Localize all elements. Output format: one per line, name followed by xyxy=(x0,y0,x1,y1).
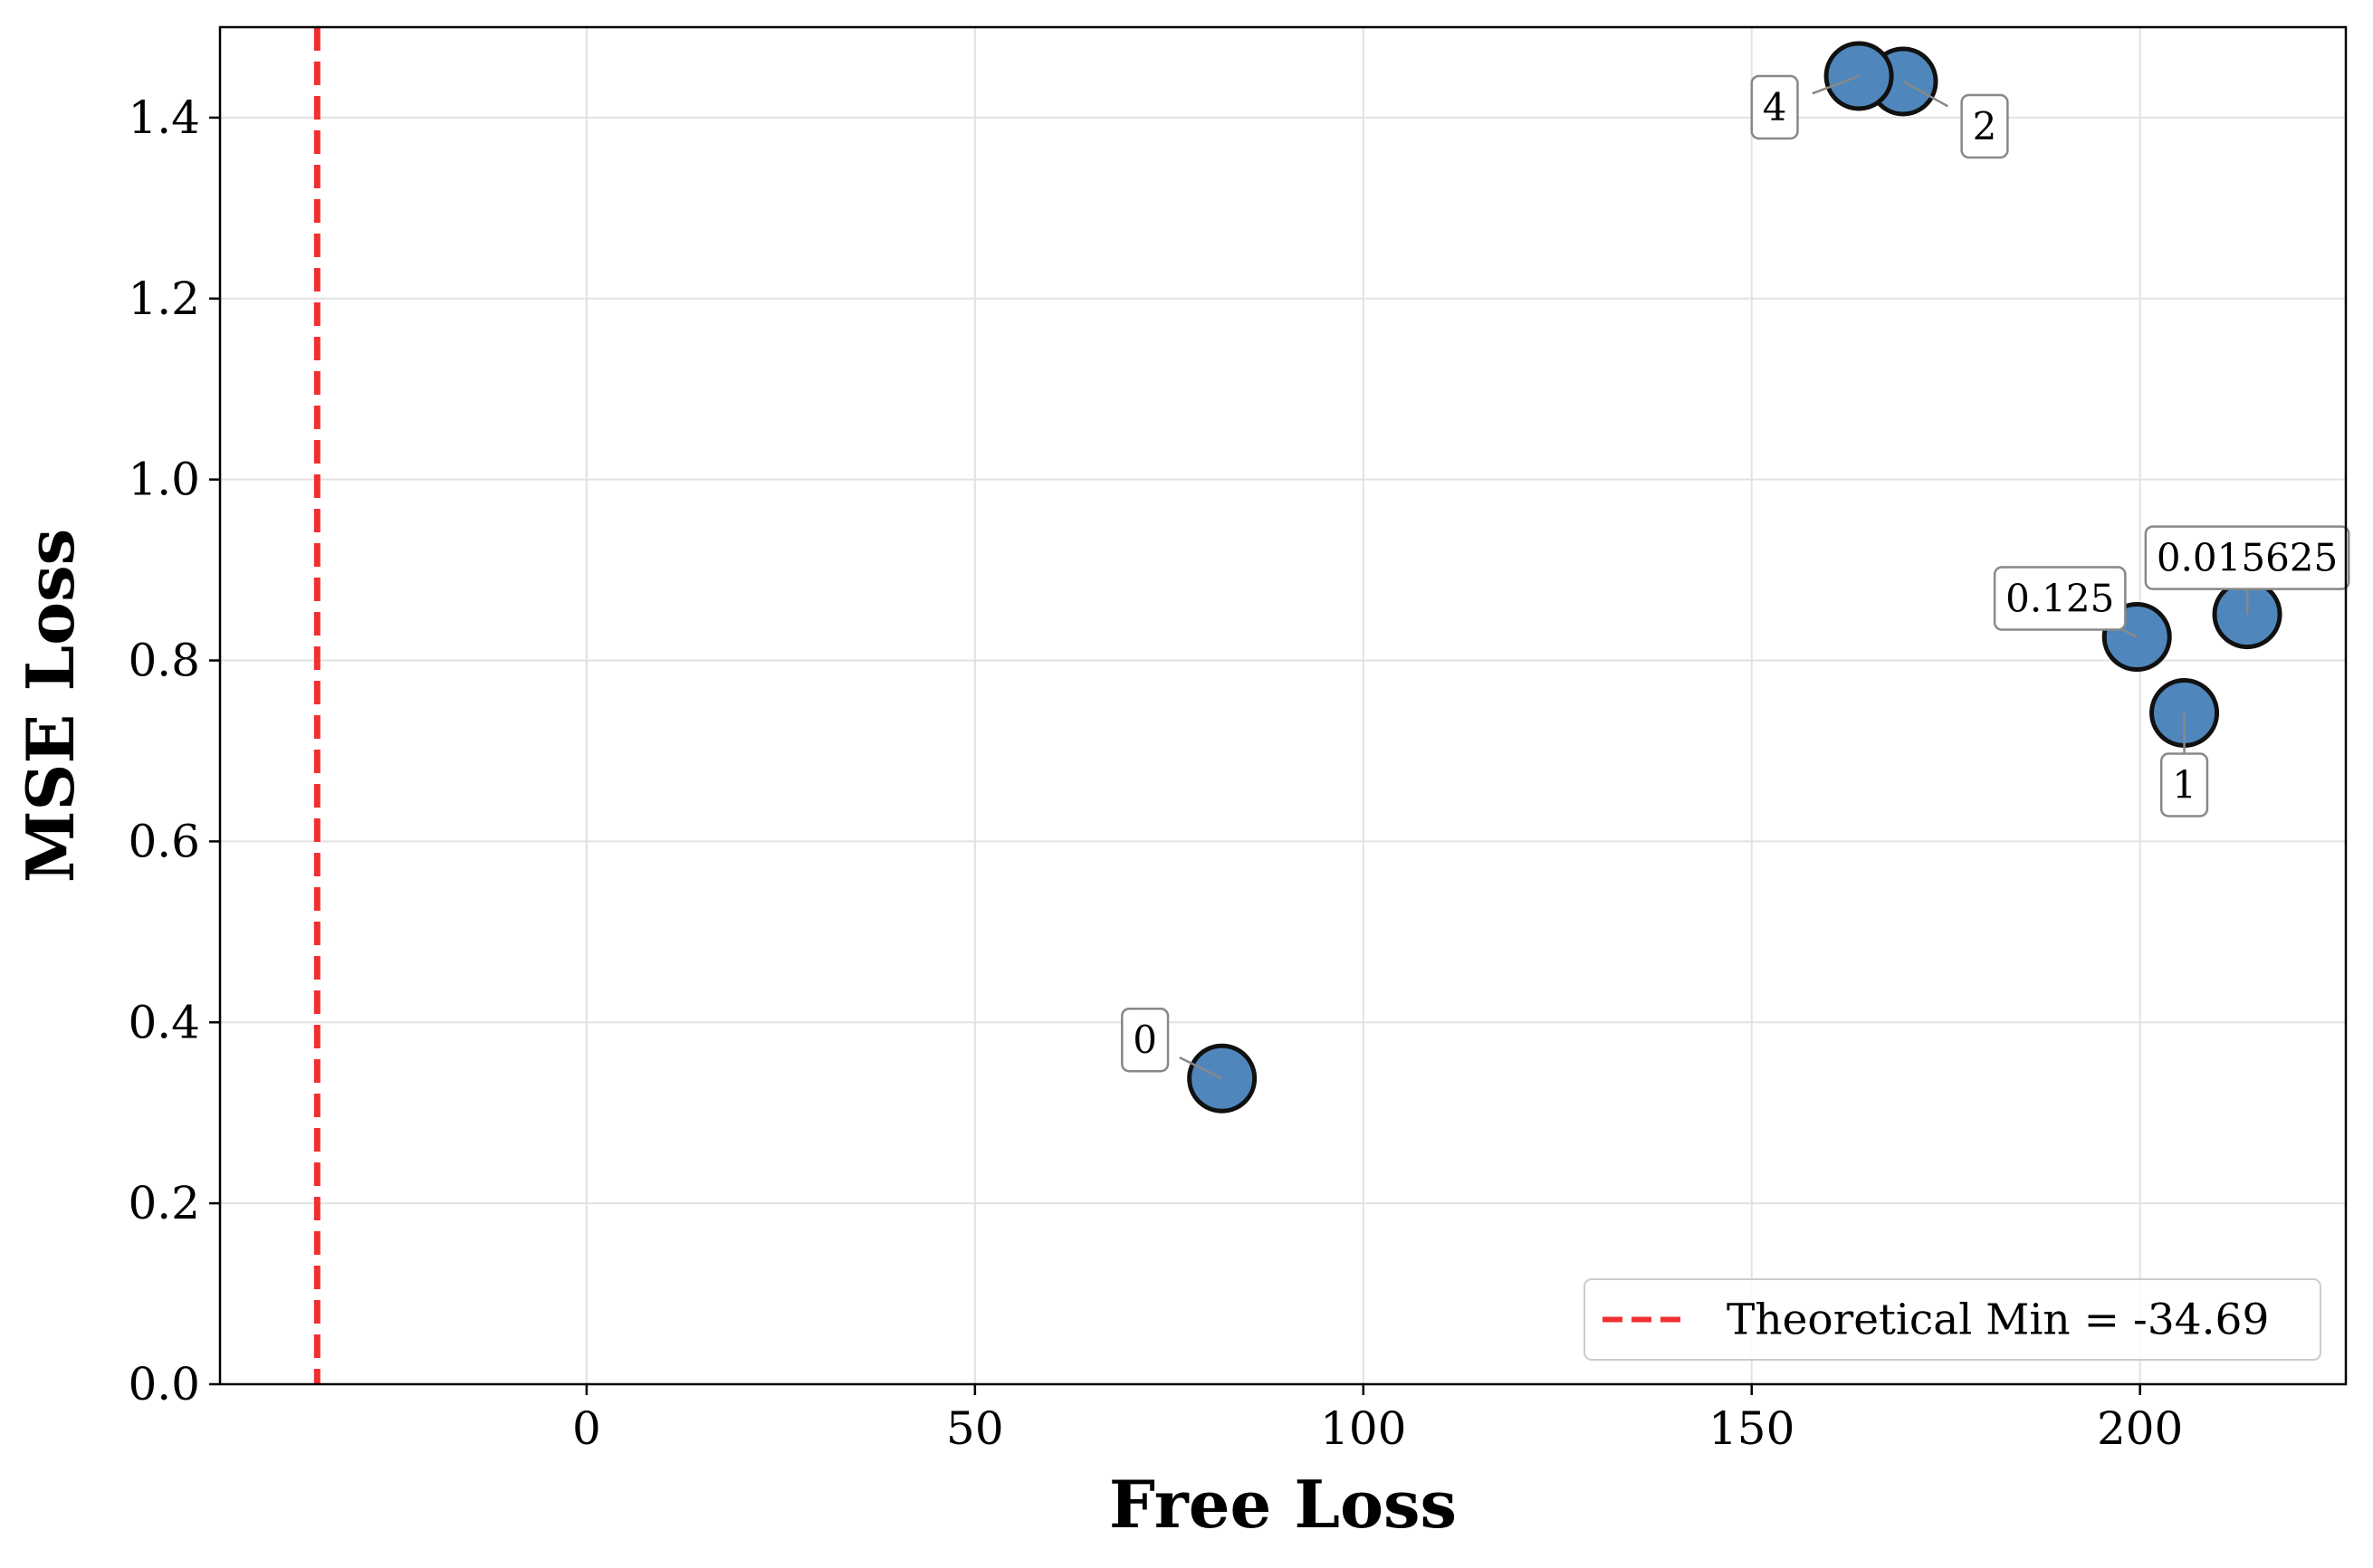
grid-layer xyxy=(220,27,2346,1385)
y-tick-label: 0.0 xyxy=(128,1358,200,1410)
y-tick-label: 1.0 xyxy=(128,454,200,506)
annotation-box xyxy=(2144,525,2350,590)
point-annotation: 0.125 xyxy=(1993,566,2127,631)
point-label: 0.125 xyxy=(2005,577,2114,621)
legend: Theoretical Min = -34.69 xyxy=(1584,1278,2321,1361)
point-label: 4 xyxy=(1763,85,1787,129)
y-tick-label: 1.4 xyxy=(128,91,200,144)
annotation-box xyxy=(2159,752,2209,817)
x-axis-title: Free Loss xyxy=(1109,1466,1457,1543)
point-label: 0 xyxy=(1133,1018,1157,1062)
y-tick-label: 0.8 xyxy=(128,635,200,687)
annotation-box xyxy=(1960,93,2009,159)
x-tick-label: 50 xyxy=(946,1402,1004,1455)
point-label: 0.015625 xyxy=(2157,536,2338,580)
x-tick-label: 150 xyxy=(1708,1402,1794,1455)
point-annotation: 0.015625 xyxy=(2144,525,2350,590)
y-tick-label: 0.4 xyxy=(128,996,200,1048)
point-label: 2 xyxy=(1973,104,1997,148)
annotation-box xyxy=(1750,74,1799,140)
annotation-layer: 0 1 0.125 0.015625 2 4 xyxy=(1121,74,2350,1080)
annotation-connector xyxy=(1812,74,1860,95)
point-annotation: 4 xyxy=(1750,74,1799,140)
tick-layer: 0 50 100 150 200 0.0 0.2 0.4 0.6 0.8 1.0 1.2 1.4 xyxy=(128,91,2183,1455)
x-tick-label: 200 xyxy=(2097,1402,2183,1455)
point-annotation: 1 xyxy=(2159,752,2209,817)
annotation-box xyxy=(1121,1007,1170,1073)
legend-box xyxy=(1584,1278,2321,1361)
legend-label: Theoretical Min = -34.69 xyxy=(1727,1296,2269,1345)
point-label: 1 xyxy=(2172,762,2196,807)
annotation-box xyxy=(1993,566,2127,631)
point-annotation: 2 xyxy=(1960,93,2009,159)
x-tick-label: 0 xyxy=(572,1402,601,1455)
y-tick-label: 1.2 xyxy=(128,272,200,325)
y-tick-label: 0.2 xyxy=(128,1177,200,1229)
annotation-connector xyxy=(1902,80,1949,108)
point-annotation: 0 xyxy=(1121,1007,1170,1073)
annotation-connector xyxy=(1179,1056,1223,1080)
y-axis-title: MSE Loss xyxy=(12,529,89,883)
x-tick-label: 100 xyxy=(1320,1402,1406,1455)
y-tick-label: 0.6 xyxy=(128,815,200,867)
plot-frame xyxy=(218,25,2348,1386)
